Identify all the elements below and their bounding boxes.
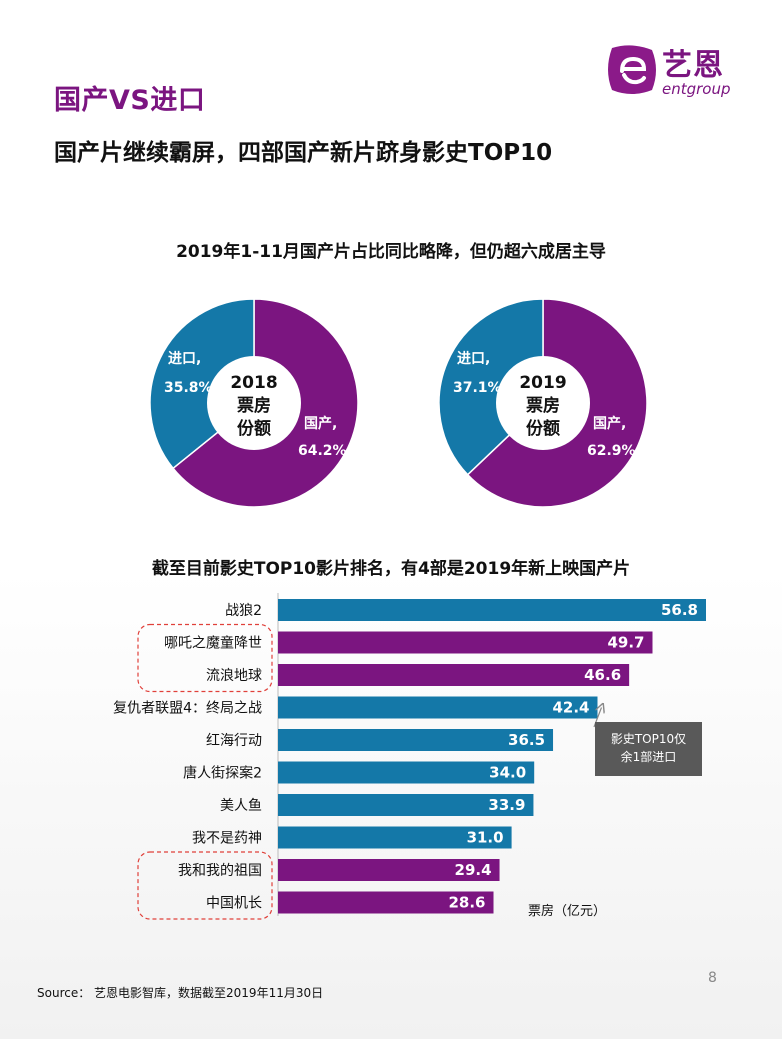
bar-category-label-7: 我不是药神 [192, 831, 262, 847]
bar-value-label-9: 28.6 [448, 894, 485, 912]
bar-category-label-0: 战狼2 [225, 603, 262, 619]
bar-chart-title: 截至目前影史TOP10影片排名，有4部是2019年新上映国产片 [151, 559, 631, 579]
bar-3 [278, 696, 598, 719]
pie-1-slice-0-value: 62.9% [587, 443, 636, 459]
bar-value-label-2: 46.6 [584, 666, 621, 684]
pie-0-center-label: 份额 [237, 418, 271, 439]
pie-0-slice-0-value: 64.2% [298, 443, 347, 459]
bar-chart: 战狼2 56.8 哪吒之魔童降世 49.7 流浪地球 46.6 复仇者联盟4：终局之战 42.… [113, 593, 706, 920]
bar-category-label-5: 唐人街探案2 [183, 765, 262, 782]
bar-category-label-1: 哪吒之魔童降世 [164, 635, 262, 652]
highlight-box-0 [137, 623, 273, 693]
pie-0-slice-1-name: 进口, [168, 351, 201, 367]
bar-category-label-4: 红海行动 [206, 733, 262, 749]
pie-1-slice-0-name: 国产, [593, 415, 626, 432]
entgroup-logo: 艺恩 entgroup [604, 40, 754, 100]
annotation-callout: 影史TOP10仅 余1部进口 [595, 722, 702, 776]
pie-1-center-label: 份额 [526, 418, 560, 439]
bar-7 [278, 826, 512, 849]
bar-5 [278, 761, 535, 784]
bar-value-label-0: 56.8 [661, 601, 698, 619]
bar-value-label-7: 31.0 [467, 829, 504, 847]
bar-value-label-4: 36.5 [508, 731, 545, 749]
bar-6 [278, 794, 534, 816]
bar-category-label-3: 复仇者联盟4：终局之战 [113, 700, 262, 717]
highlight-box-1 [137, 851, 273, 920]
pie-1-slice-1-value: 37.1% [453, 380, 502, 396]
pie-0-center-label: 票房 [237, 395, 271, 416]
logo-text-en: entgroup [662, 80, 731, 98]
pie-1-slice-1-name: 进口, [457, 351, 490, 367]
bar-category-label-2: 流浪地球 [206, 668, 262, 684]
pie-1-center-label: 2019 [519, 373, 566, 393]
headline: 国产片继续霸屏，四部国产新片跻身影史TOP10 [54, 140, 553, 166]
pie-1-center-label: 票房 [526, 395, 560, 416]
bar-category-label-6: 美人鱼 [220, 797, 262, 814]
page-number: 8 [708, 970, 717, 986]
unit-label: 票房（亿元） [528, 904, 607, 919]
bar-category-label-9: 中国机长 [206, 896, 262, 912]
logo-text-cn: 艺恩 [662, 48, 724, 83]
pie-0-center-label: 2018 [230, 373, 277, 393]
bar-8 [278, 859, 500, 881]
bar-2 [278, 664, 630, 686]
bar-value-label-3: 42.4 [552, 699, 589, 717]
entgroup-logo-icon [608, 45, 656, 94]
pie-0-slice-1 [149, 298, 255, 470]
bar-9 [278, 891, 494, 914]
bar-1 [278, 631, 653, 654]
annotation-line-1: 影史TOP10仅 [610, 732, 687, 746]
bar-category-label-8: 我和我的祖国 [178, 863, 262, 879]
pie-0-slice-1-value: 35.8% [164, 380, 213, 396]
pie-0-center-hole [207, 356, 301, 450]
bar-4 [278, 729, 554, 751]
bar-0 [278, 599, 706, 621]
bar-value-label-5: 34.0 [489, 764, 526, 782]
bar-value-label-8: 29.4 [455, 861, 492, 879]
source-note: Source： 艺恩电影智库，数据截至2019年11月30日 [37, 986, 324, 1000]
section-title: 国产VS进口 [54, 85, 206, 116]
pie-0-slice-0-name: 国产, [304, 415, 337, 432]
bar-value-label-6: 33.9 [488, 796, 525, 814]
annotation-line-2: 余1部进口 [620, 750, 677, 764]
pie-1-slice-1 [438, 298, 544, 476]
pie-1-center-hole [496, 356, 590, 450]
pie-chart-title: 2019年1-11月国产片占比同比略降，但仍超六成居主导 [176, 242, 606, 262]
bar-value-label-1: 49.7 [607, 634, 644, 652]
